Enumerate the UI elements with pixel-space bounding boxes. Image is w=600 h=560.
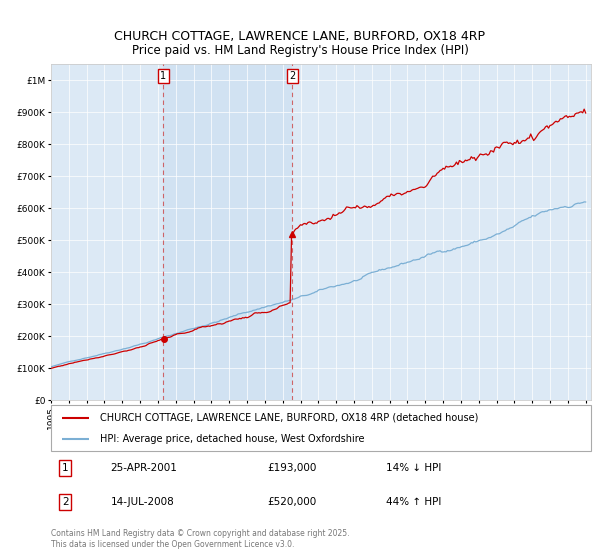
Text: 1: 1 bbox=[160, 71, 167, 81]
Text: £520,000: £520,000 bbox=[267, 497, 316, 507]
Text: 14% ↓ HPI: 14% ↓ HPI bbox=[386, 463, 441, 473]
Text: 1: 1 bbox=[62, 463, 68, 473]
Text: HPI: Average price, detached house, West Oxfordshire: HPI: Average price, detached house, West… bbox=[100, 435, 364, 444]
Text: Contains HM Land Registry data © Crown copyright and database right 2025.
This d: Contains HM Land Registry data © Crown c… bbox=[51, 529, 349, 549]
Text: Price paid vs. HM Land Registry's House Price Index (HPI): Price paid vs. HM Land Registry's House … bbox=[131, 44, 469, 57]
Text: £193,000: £193,000 bbox=[267, 463, 316, 473]
Text: 44% ↑ HPI: 44% ↑ HPI bbox=[386, 497, 441, 507]
Text: 2: 2 bbox=[289, 71, 295, 81]
Text: 2: 2 bbox=[62, 497, 68, 507]
Text: 25-APR-2001: 25-APR-2001 bbox=[110, 463, 177, 473]
Text: CHURCH COTTAGE, LAWRENCE LANE, BURFORD, OX18 4RP: CHURCH COTTAGE, LAWRENCE LANE, BURFORD, … bbox=[115, 30, 485, 43]
Text: CHURCH COTTAGE, LAWRENCE LANE, BURFORD, OX18 4RP (detached house): CHURCH COTTAGE, LAWRENCE LANE, BURFORD, … bbox=[100, 413, 478, 423]
FancyBboxPatch shape bbox=[51, 405, 591, 451]
Text: 14-JUL-2008: 14-JUL-2008 bbox=[110, 497, 174, 507]
Bar bbox=[163, 64, 292, 400]
